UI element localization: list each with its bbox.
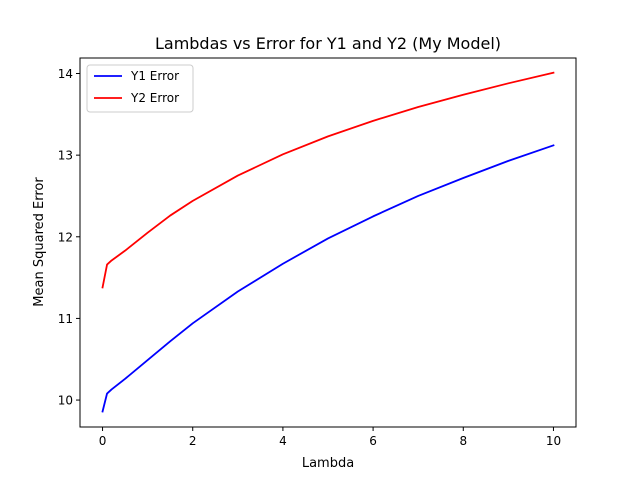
x-tick-label: 6 xyxy=(369,434,377,448)
plot-area xyxy=(101,71,555,413)
x-axis-label: Lambda xyxy=(302,456,354,471)
legend: Y1 Error Y2 Error xyxy=(86,64,194,113)
y-tick-label: 10 xyxy=(58,394,73,408)
x-tick-label: 8 xyxy=(459,434,467,448)
series-line-2 xyxy=(101,71,555,289)
y-tick-label: 14 xyxy=(58,67,73,81)
chart-title: Lambdas vs Error for Y1 and Y2 (My Model… xyxy=(155,34,501,53)
x-tick-label: 2 xyxy=(189,434,197,448)
y-tick-label: 11 xyxy=(58,312,73,326)
y-tick-label: 12 xyxy=(58,230,73,244)
plot-frame xyxy=(79,57,577,428)
y-tick-label: 13 xyxy=(58,149,73,163)
legend-label-y1: Y1 Error xyxy=(130,69,179,83)
series-line-1 xyxy=(101,144,555,413)
x-tick-label: 0 xyxy=(99,434,107,448)
x-tick-label: 4 xyxy=(279,434,287,448)
x-tick-label: 10 xyxy=(546,434,561,448)
axis-ticks: 0 2 4 6 8 10 10 11 12 13 14 xyxy=(58,67,561,448)
y-axis-label: Mean Squared Error xyxy=(32,177,47,307)
legend-label-y2: Y2 Error xyxy=(130,91,179,105)
